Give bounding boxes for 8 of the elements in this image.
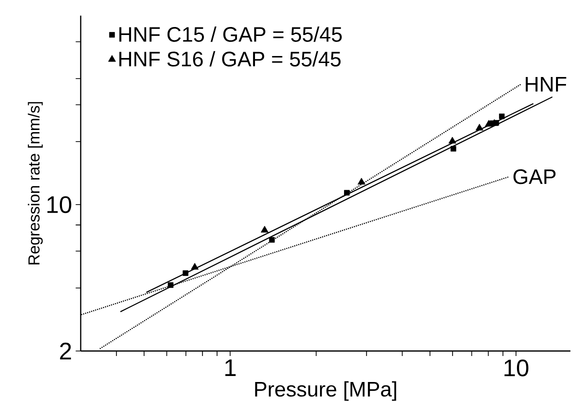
x-tick-label: 1	[225, 359, 236, 376]
x-axis-title: Pressure [MPa]	[255, 381, 396, 401]
y-axis-title: Regression rate [mm/s]	[28, 102, 43, 264]
series-label: GAP	[513, 169, 556, 184]
legend-label: HNF C15 / GAP = 55/45	[119, 26, 342, 42]
legend-label: HNF S16 / GAP = 55/45	[119, 51, 341, 66]
y-tick-label: 2	[60, 342, 71, 360]
series-label: HNF	[526, 77, 566, 92]
